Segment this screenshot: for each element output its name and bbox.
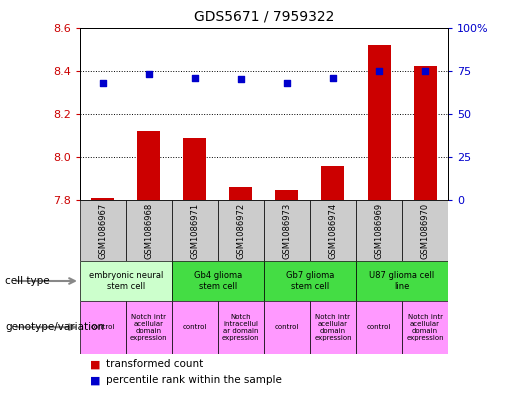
Bar bbox=[310, 200, 356, 261]
Text: GSM1086973: GSM1086973 bbox=[282, 203, 291, 259]
Text: GSM1086969: GSM1086969 bbox=[374, 203, 384, 259]
Point bbox=[421, 68, 429, 74]
Bar bbox=[402, 200, 448, 261]
Bar bbox=[321, 166, 345, 200]
Point bbox=[145, 71, 153, 77]
Text: Notch
intracellul
ar domain
expression: Notch intracellul ar domain expression bbox=[222, 314, 260, 341]
Bar bbox=[414, 66, 437, 200]
Point bbox=[99, 80, 107, 86]
Text: Notch intr
acellular
domain
expression: Notch intr acellular domain expression bbox=[130, 314, 168, 341]
Text: ■: ■ bbox=[90, 375, 100, 385]
Text: GSM1086971: GSM1086971 bbox=[191, 203, 199, 259]
Point bbox=[237, 76, 245, 83]
Bar bbox=[402, 301, 448, 354]
Text: cell type: cell type bbox=[5, 276, 50, 286]
Text: GSM1086970: GSM1086970 bbox=[421, 203, 430, 259]
Text: Notch intr
acellular
domain
expression: Notch intr acellular domain expression bbox=[406, 314, 444, 341]
Bar bbox=[264, 200, 310, 261]
Text: Gb4 glioma
stem cell: Gb4 glioma stem cell bbox=[194, 271, 242, 291]
Bar bbox=[172, 261, 264, 301]
Text: transformed count: transformed count bbox=[106, 359, 203, 369]
Point bbox=[375, 68, 383, 74]
Text: control: control bbox=[367, 324, 391, 330]
Text: GSM1086974: GSM1086974 bbox=[329, 203, 337, 259]
Title: GDS5671 / 7959322: GDS5671 / 7959322 bbox=[194, 9, 334, 24]
Text: control: control bbox=[183, 324, 207, 330]
Bar bbox=[91, 198, 114, 200]
Bar bbox=[264, 261, 356, 301]
Bar bbox=[310, 301, 356, 354]
Text: genotype/variation: genotype/variation bbox=[5, 322, 104, 332]
Bar bbox=[126, 200, 172, 261]
Bar bbox=[218, 301, 264, 354]
Point bbox=[283, 80, 291, 86]
Bar bbox=[368, 45, 390, 200]
Text: GSM1086972: GSM1086972 bbox=[236, 203, 246, 259]
Bar bbox=[172, 301, 218, 354]
Text: GSM1086967: GSM1086967 bbox=[98, 203, 107, 259]
Text: Gb7 glioma
stem cell: Gb7 glioma stem cell bbox=[286, 271, 334, 291]
Point bbox=[191, 75, 199, 81]
Bar bbox=[356, 200, 402, 261]
Bar bbox=[80, 261, 172, 301]
Bar bbox=[80, 200, 126, 261]
Text: control: control bbox=[275, 324, 299, 330]
Text: percentile rank within the sample: percentile rank within the sample bbox=[106, 375, 282, 385]
Text: ■: ■ bbox=[90, 359, 100, 369]
Bar bbox=[264, 301, 310, 354]
Bar bbox=[276, 190, 299, 200]
Bar bbox=[172, 200, 218, 261]
Bar bbox=[218, 200, 264, 261]
Bar bbox=[229, 187, 252, 200]
Bar bbox=[356, 301, 402, 354]
Text: Notch intr
acellular
domain
expression: Notch intr acellular domain expression bbox=[314, 314, 352, 341]
Text: U87 glioma cell
line: U87 glioma cell line bbox=[369, 271, 435, 291]
Text: GSM1086968: GSM1086968 bbox=[144, 203, 153, 259]
Bar bbox=[356, 261, 448, 301]
Text: control: control bbox=[91, 324, 115, 330]
Text: embryonic neural
stem cell: embryonic neural stem cell bbox=[89, 271, 163, 291]
Bar bbox=[80, 301, 126, 354]
Point bbox=[329, 75, 337, 81]
Bar bbox=[183, 138, 207, 200]
Bar bbox=[138, 131, 160, 200]
Bar bbox=[126, 301, 172, 354]
